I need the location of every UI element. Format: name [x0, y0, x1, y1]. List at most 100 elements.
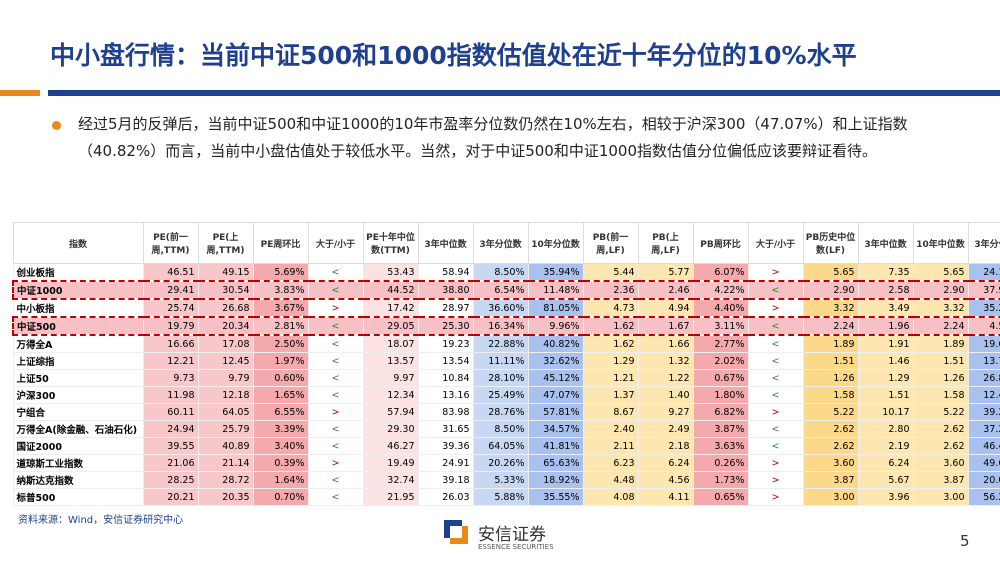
- table-row: 道琼斯工业指数 21.06 21.14 0.39% >19.49 24.91 20.26% 6…: [12, 454, 1000, 472]
- table-cell: 1.22: [637, 369, 694, 387]
- table-cell: <: [307, 386, 364, 404]
- index-name: 中证500: [12, 316, 144, 336]
- table-cell: 2.49: [637, 420, 694, 438]
- table-cell: 1.58: [802, 386, 859, 404]
- table-cell: <: [747, 352, 804, 370]
- table-cell: 9.27: [637, 403, 694, 421]
- table-cell: 40.89: [197, 437, 254, 455]
- table-cell: 8.50%: [472, 263, 529, 282]
- table-row: 上证50 9.73 9.79 0.60% <9.97 10.84 28.10% 45.12% 1…: [12, 369, 1000, 387]
- table-cell: 11.98: [142, 386, 199, 404]
- valuation-table: 指数 PE(前一周,TTM) PE(上周,TTM) PE周环比 大于/小于 PE十年中位数…: [12, 222, 1000, 506]
- table-cell: 2.77%: [692, 334, 749, 353]
- table-cell: 24.91: [417, 454, 474, 472]
- table-cell: 40.82%: [527, 334, 584, 353]
- table-cell: 5.44: [582, 263, 639, 282]
- index-name: 沪深300: [12, 386, 144, 404]
- table-cell: 1.37: [582, 386, 639, 404]
- table-row: 创业板指 46.51 49.15 5.69% <53.43 58.94 8.50% 35.94…: [12, 263, 1000, 282]
- table-cell: 4.08: [582, 488, 639, 506]
- table-cell: 18.07: [362, 334, 419, 353]
- table-row: 中小板指 25.74 26.68 3.67% >17.42 28.97 36.60% 81.0…: [12, 298, 1000, 318]
- table-cell: <: [747, 316, 804, 336]
- table-cell: >: [747, 403, 804, 421]
- table-cell: 57.81%: [527, 403, 584, 421]
- table-cell: 1.51: [802, 352, 859, 370]
- table-cell: <: [307, 420, 364, 438]
- table-cell: 7.35: [857, 263, 914, 282]
- table-cell: <: [307, 316, 364, 336]
- table-cell: 29.05: [362, 316, 419, 336]
- table-cell: 17.42: [362, 298, 419, 318]
- table-cell: 13.54: [417, 352, 474, 370]
- table-cell: 11.48%: [527, 280, 584, 300]
- table-cell: 18.92%: [527, 471, 584, 489]
- table-cell: 28.72: [197, 471, 254, 489]
- table-cell: 1.29: [857, 369, 914, 387]
- table-cell: 12.18: [197, 386, 254, 404]
- table-cell: 0.70%: [252, 488, 309, 506]
- column-header: 10年中位数: [912, 222, 969, 264]
- table-cell: 58.94: [417, 263, 474, 282]
- table-cell: 12.21: [142, 352, 199, 370]
- table-cell: 5.65: [912, 263, 969, 282]
- table-cell: 20.34: [197, 316, 254, 336]
- logo-name: 安信证券: [478, 525, 546, 545]
- page-number: 5: [960, 532, 970, 550]
- table-cell: 2.90: [912, 280, 969, 300]
- table-cell: 2.11: [582, 437, 639, 455]
- table-cell: 3.49: [857, 298, 914, 318]
- table-cell: 5.33%: [472, 471, 529, 489]
- table-cell: 3.00: [912, 488, 969, 506]
- table-cell: 4.56: [637, 471, 694, 489]
- title-accent: [0, 90, 40, 96]
- table-cell: 0.60%: [252, 369, 309, 387]
- table-cell: 0.39%: [252, 454, 309, 472]
- table-cell: 16.34%: [472, 316, 529, 336]
- table-cell: 35.55%: [527, 488, 584, 506]
- table-cell: 16.66: [142, 334, 199, 353]
- table-cell: 28.25: [142, 471, 199, 489]
- table-cell: 5.67: [857, 471, 914, 489]
- table-cell: 24.94: [142, 420, 199, 438]
- table-cell: <: [747, 280, 804, 300]
- table-cell: <: [307, 263, 364, 282]
- table-cell: 2.62: [802, 420, 859, 438]
- table-cell: 3.32: [912, 298, 969, 318]
- table-cell: 1.51: [912, 352, 969, 370]
- index-name: 宁组合: [12, 403, 144, 421]
- table-cell: 6.07%: [692, 263, 749, 282]
- table-cell: 5.22: [802, 403, 859, 421]
- table-cell: <: [747, 334, 804, 353]
- table-cell: 46.51: [142, 263, 199, 282]
- table-cell: <: [307, 488, 364, 506]
- slide-title: 中小盘行情：当前中证500和1000指数估值处在近十年分位的10%水平: [50, 41, 857, 70]
- table-row: 万得全A(除金融、石油石化) 24.94 25.79 3.39% <29.30 31.65…: [12, 420, 1000, 438]
- logo-english: ESSENCE SECURITIES: [478, 543, 554, 551]
- table-cell: 21.14: [197, 454, 254, 472]
- table-cell: 39.18: [417, 471, 474, 489]
- index-name: 万得全A(除金融、石油石化): [12, 420, 144, 438]
- table-cell: >: [307, 454, 364, 472]
- table-cell: 19.61%: [967, 334, 1000, 353]
- table-cell: <: [747, 386, 804, 404]
- table-cell: 34.57%: [527, 420, 584, 438]
- table-cell: 49.15: [197, 263, 254, 282]
- table-cell: 3.32: [802, 298, 859, 318]
- table-cell: 1.62: [582, 316, 639, 336]
- table-cell: 1.73%: [692, 471, 749, 489]
- table-cell: 1.96: [857, 316, 914, 336]
- table-cell: >: [307, 298, 364, 318]
- table-cell: >: [307, 403, 364, 421]
- table-cell: 10.17: [857, 403, 914, 421]
- table-cell: 2.18: [637, 437, 694, 455]
- table-cell: 8.50%: [472, 420, 529, 438]
- table-cell: 1.97%: [252, 352, 309, 370]
- bullet-dot: [52, 121, 61, 130]
- table-cell: 6.24: [857, 454, 914, 472]
- index-name: 中证1000: [12, 280, 144, 300]
- table-cell: 9.97: [362, 369, 419, 387]
- column-header: 10年分位数: [527, 222, 584, 264]
- table-cell: 21.95: [362, 488, 419, 506]
- logo: 安信证券 ESSENCE SECURITIES: [440, 516, 554, 552]
